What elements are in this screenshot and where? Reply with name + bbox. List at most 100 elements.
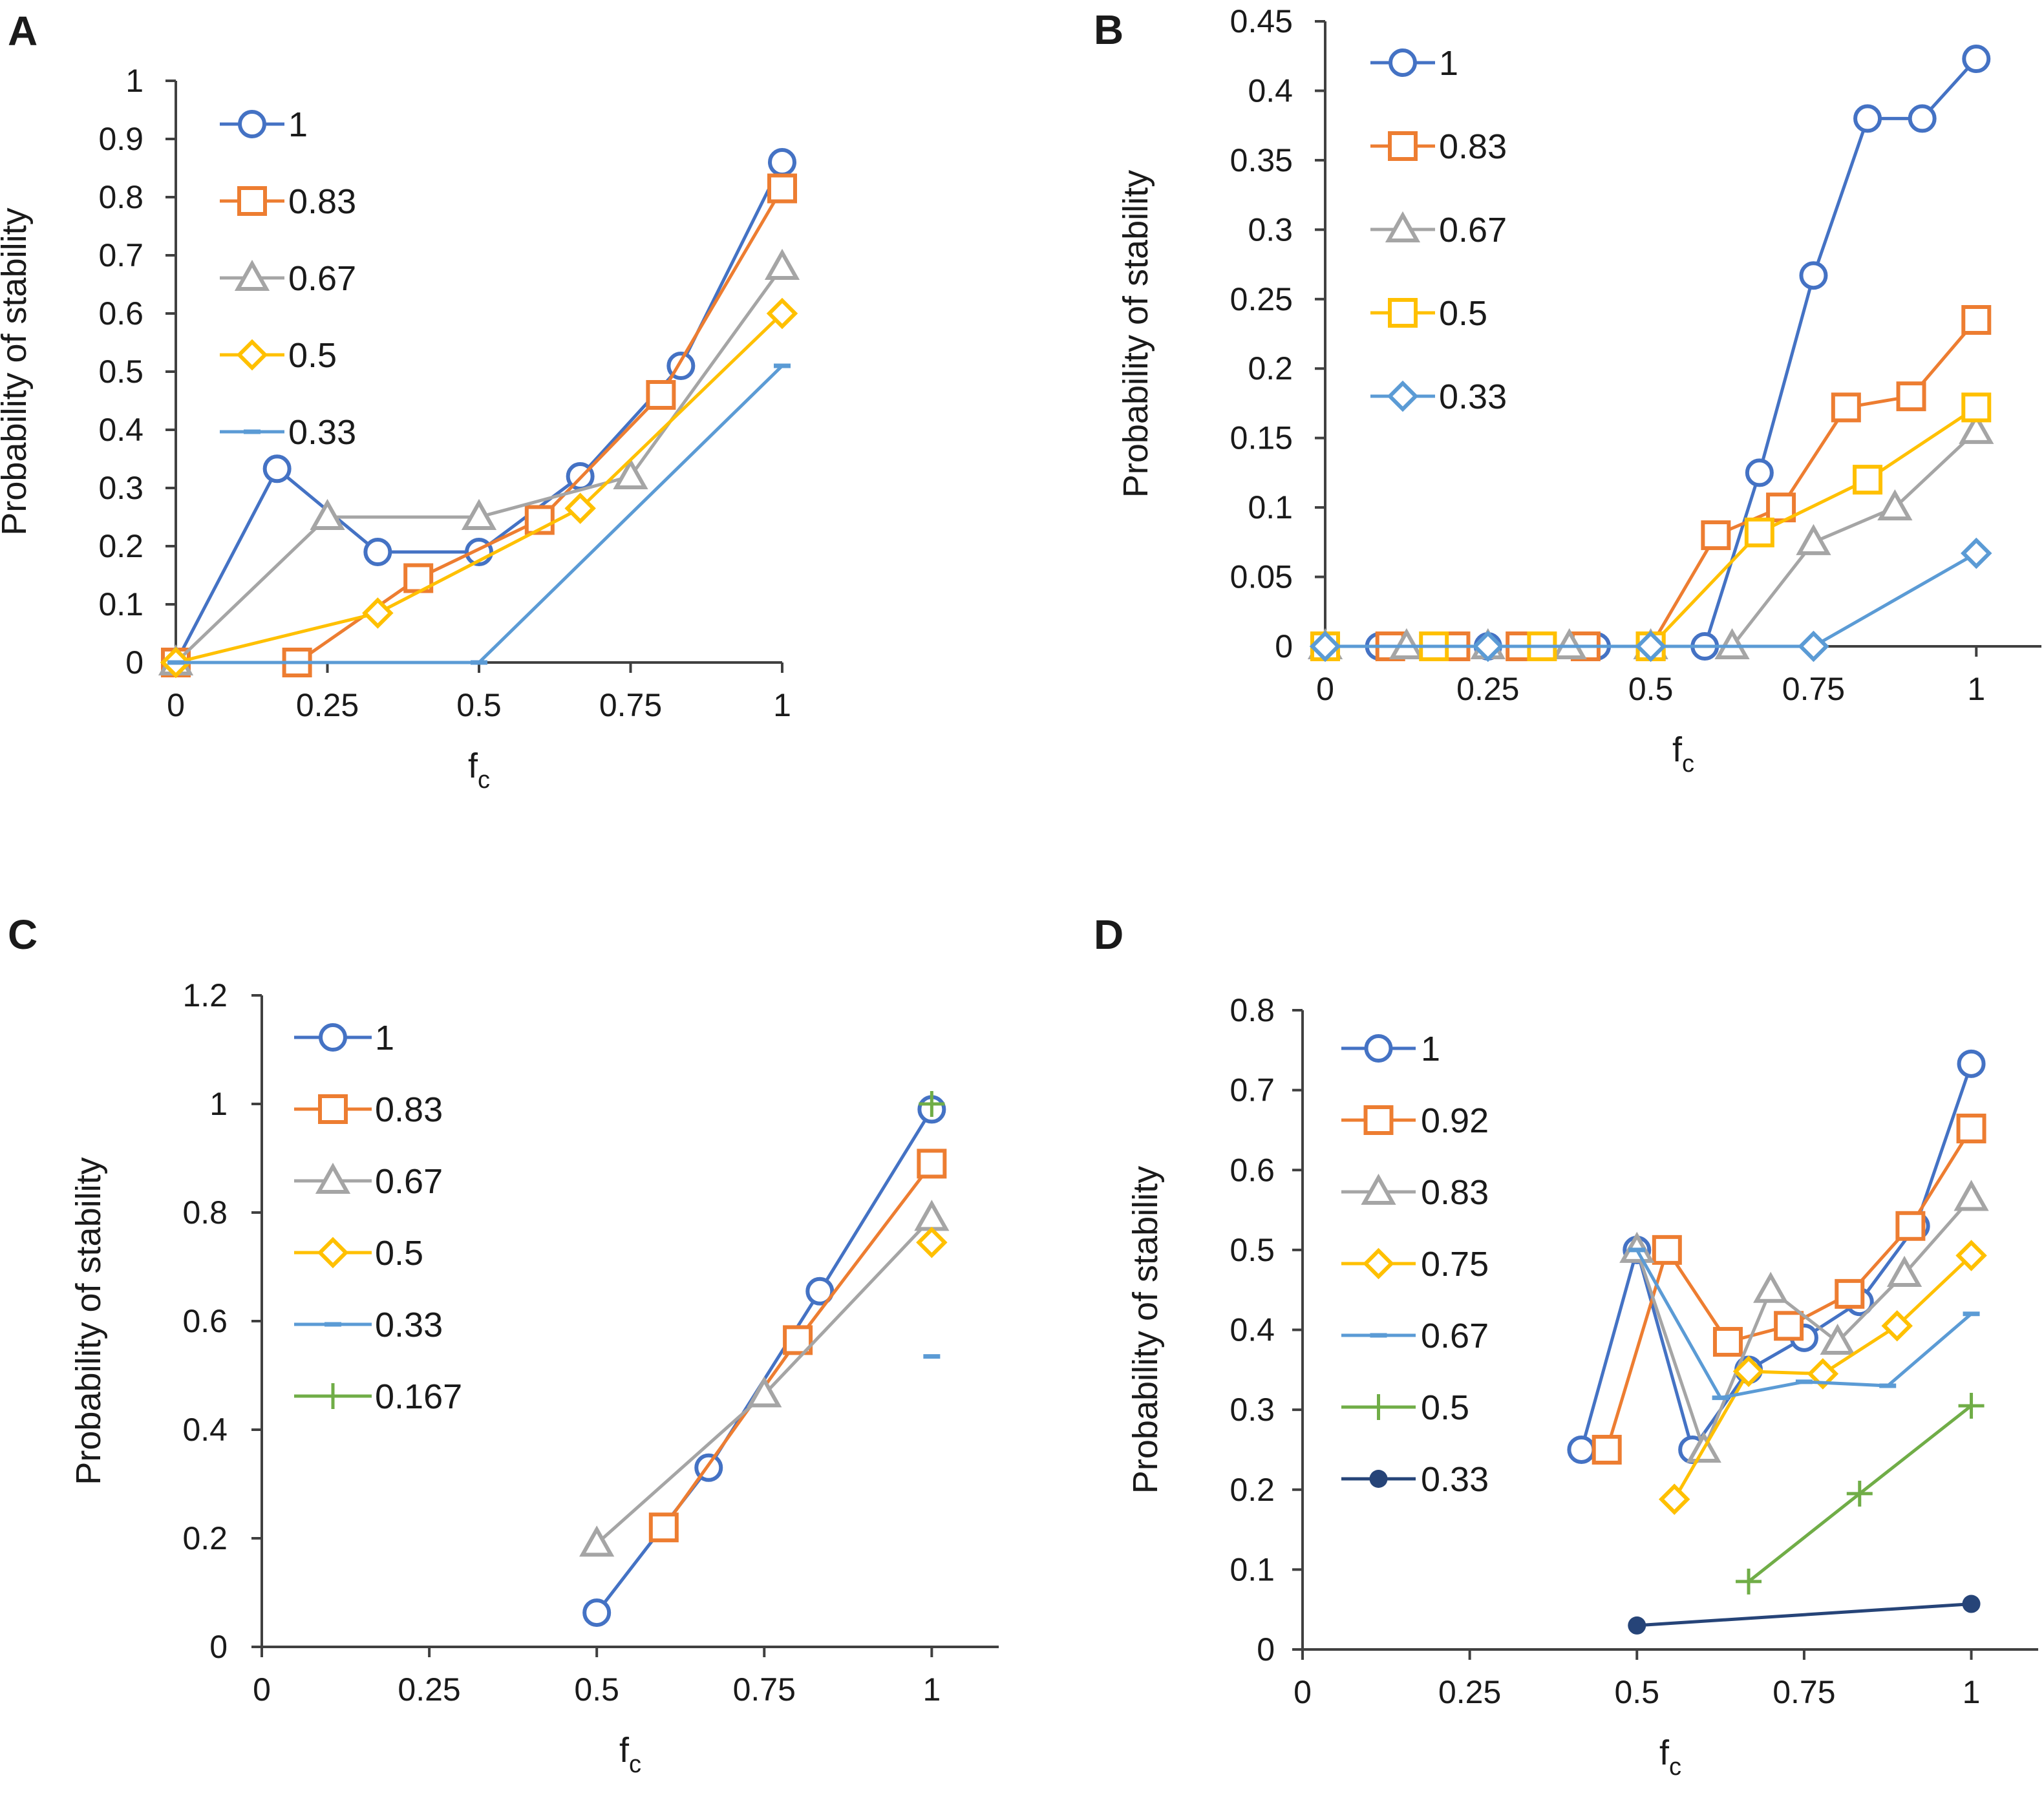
panel-a-series-4 bbox=[167, 363, 791, 665]
panel-a-legend-label: 0.5 bbox=[288, 336, 337, 375]
panel-d-legend-label: 0.33 bbox=[1421, 1460, 1489, 1499]
panel-a-letter: A bbox=[8, 8, 37, 54]
panel-d-x-tick-label: 1 bbox=[1963, 1674, 1981, 1710]
panel-d-legend-triangle-marker bbox=[1361, 1173, 1396, 1205]
panel-c-series-1 bbox=[648, 1149, 947, 1543]
panel-d-data-point-triangle-marker bbox=[1954, 1180, 1989, 1211]
panel-b-data-point-square-marker bbox=[1853, 465, 1883, 495]
panel-c-series-3 bbox=[916, 1226, 948, 1258]
panel-b-data-point-diamond-marker bbox=[1961, 537, 1992, 569]
panel-b-legend-item: 1 bbox=[1370, 44, 1458, 83]
panel-a-y-tick-label: 0.4 bbox=[98, 412, 144, 448]
panel-b-x-tick-label: 0.5 bbox=[1628, 671, 1674, 707]
panel-c-y-tick-label: 0.2 bbox=[182, 1520, 228, 1556]
panel-d-data-point-diamond-marker bbox=[1955, 1240, 1987, 1271]
panel-a-series-line bbox=[175, 312, 783, 664]
panel-d-legend-item: 0.67 bbox=[1341, 1317, 1489, 1355]
panel-b-letter: B bbox=[1094, 6, 1123, 53]
panel-d-y-tick-label: 0.8 bbox=[1230, 992, 1275, 1028]
panel-d-legend-label: 0.5 bbox=[1421, 1388, 1469, 1427]
panel-b-legend-label: 0.83 bbox=[1439, 127, 1507, 166]
panel-c-legend-label: 0.67 bbox=[375, 1162, 443, 1201]
panel-b-data-point-circle-marker bbox=[1853, 104, 1882, 133]
panel-d-data-point-circle-marker bbox=[1957, 1049, 1986, 1078]
panel-a-legend-item: 0.33 bbox=[220, 413, 356, 452]
panel-b-legend-circle-marker bbox=[1389, 48, 1417, 77]
panel-a-y-tick-label: 0.5 bbox=[98, 354, 144, 390]
panel-b-y-tick-label: 0.15 bbox=[1230, 420, 1293, 456]
panel-c-y-tick-label: 0.4 bbox=[182, 1412, 228, 1448]
panel-c-data-point-circle-marker bbox=[805, 1277, 835, 1306]
panel-a-legend-item: 1 bbox=[220, 105, 308, 144]
panel-a-x-tick-label: 0 bbox=[167, 687, 185, 723]
panel-d-legend-item: 1 bbox=[1341, 1030, 1440, 1068]
panel-b-data-point-circle-marker bbox=[1799, 261, 1828, 290]
panel-c-y-axis-title: Probability of stability bbox=[69, 1157, 108, 1485]
panel-b-y-tick-label: 0 bbox=[1275, 628, 1293, 664]
panel-c: C 00.20.40.60.811.20 0.25 0.5 0.75 1fcProbab… bbox=[8, 911, 999, 1778]
panel-c-legend-item: 0.5 bbox=[294, 1234, 423, 1273]
panel-d-legend-label: 0.75 bbox=[1421, 1245, 1489, 1284]
panel-a-legend-label: 1 bbox=[288, 105, 308, 144]
panel-c-x-tick-label: 0.25 bbox=[398, 1671, 460, 1708]
panel-d-legend-item: 0.75 bbox=[1341, 1245, 1489, 1284]
panel-a-data-point-square-marker bbox=[767, 173, 797, 204]
panel-b-legend-label: 0.33 bbox=[1439, 377, 1507, 416]
panel-c-legend-label: 0.5 bbox=[375, 1234, 423, 1273]
panel-c-legend-triangle-marker bbox=[315, 1162, 351, 1194]
panel-a-y-tick-label: 0.8 bbox=[98, 179, 144, 215]
panel-b-legend-item: 0.83 bbox=[1370, 127, 1507, 166]
panel-c-y-tick-label: 1 bbox=[209, 1086, 228, 1122]
panel-b-data-point-diamond-marker bbox=[1635, 630, 1666, 662]
panel-a-y-axis-title: Probability of stability bbox=[0, 207, 34, 535]
panel-d-y-axis-title: Probability of stability bbox=[1126, 1166, 1165, 1494]
panel-a-legend-label: 0.83 bbox=[288, 182, 356, 221]
panel-c-data-point-triangle-marker bbox=[747, 1376, 782, 1408]
panel-c-y-tick-label: 0.8 bbox=[182, 1194, 228, 1231]
panel-a-y-tick-label: 0.6 bbox=[98, 295, 144, 332]
panel-a-x-tick-label: 0.5 bbox=[456, 687, 502, 723]
panel-b-y-tick-label: 0.3 bbox=[1248, 211, 1293, 248]
panel-d-legend-item: 0.92 bbox=[1341, 1101, 1489, 1140]
panel-d-y-tick-label: 0.2 bbox=[1230, 1472, 1275, 1508]
panel-b-x-tick-label: 0.25 bbox=[1456, 671, 1519, 707]
panel-a-y-tick-label: 0 bbox=[125, 644, 144, 681]
panel-d-legend-label: 1 bbox=[1421, 1030, 1440, 1068]
panel-c-legend-label: 0.167 bbox=[375, 1377, 462, 1416]
panel-d-data-point-circle-marker bbox=[1567, 1435, 1596, 1464]
panel-b-legend-label: 0.5 bbox=[1439, 294, 1487, 333]
panel-c-x-tick-label: 0.75 bbox=[733, 1671, 796, 1708]
panel-d-data-point-square-marker bbox=[1652, 1235, 1682, 1265]
panel-b-x-axis-subscript: c bbox=[1682, 750, 1694, 778]
panel-a-legend-label: 0.33 bbox=[288, 413, 356, 452]
panel-b-legend-item: 0.33 bbox=[1370, 377, 1507, 416]
panel-b-y-tick-label: 0.35 bbox=[1230, 142, 1293, 178]
panel-b-legend-item: 0.5 bbox=[1370, 294, 1487, 333]
panel-b-data-point-triangle-marker bbox=[1959, 412, 1994, 444]
panel-d-series-6 bbox=[1628, 1595, 1981, 1635]
panel-d-legend-label: 0.83 bbox=[1421, 1173, 1489, 1212]
panel-d-data-point-triangle-marker bbox=[1753, 1271, 1789, 1303]
panel-d-data-point-dot-marker bbox=[1962, 1595, 1981, 1613]
panel-b-data-point-square-marker bbox=[1896, 381, 1926, 412]
panel-c-x-axis-subscript: c bbox=[629, 1751, 641, 1778]
panel-c-legend-label: 1 bbox=[375, 1019, 394, 1057]
panel-a-data-point-circle-marker bbox=[363, 538, 392, 566]
panel-b-data-point-circle-marker bbox=[1962, 45, 1991, 74]
panel-b-legend-square-marker bbox=[1388, 298, 1418, 328]
panel-b-data-point-triangle-marker bbox=[1796, 524, 1831, 555]
panel-b-legend-triangle-marker bbox=[1385, 211, 1421, 242]
panel-c-y-tick-label: 1.2 bbox=[182, 977, 228, 1013]
panel-d-data-point-square-marker bbox=[1774, 1311, 1804, 1341]
panel-c-series-2 bbox=[579, 1200, 950, 1557]
panel-d-series-4 bbox=[1628, 1247, 1980, 1401]
panel-c-y-tick-label: 0 bbox=[209, 1629, 228, 1665]
panel-a-x-axis-subscript: c bbox=[478, 767, 490, 794]
panel-c-legend-item: 0.83 bbox=[294, 1090, 443, 1129]
panel-d-legend-diamond-marker bbox=[1363, 1247, 1394, 1280]
panel-a-series-3 bbox=[160, 297, 798, 679]
panel-b-data-point-square-marker bbox=[1701, 520, 1731, 551]
panel-d-y-tick-label: 0.1 bbox=[1230, 1551, 1275, 1587]
panel-a-legend-item: 0.5 bbox=[220, 336, 337, 375]
